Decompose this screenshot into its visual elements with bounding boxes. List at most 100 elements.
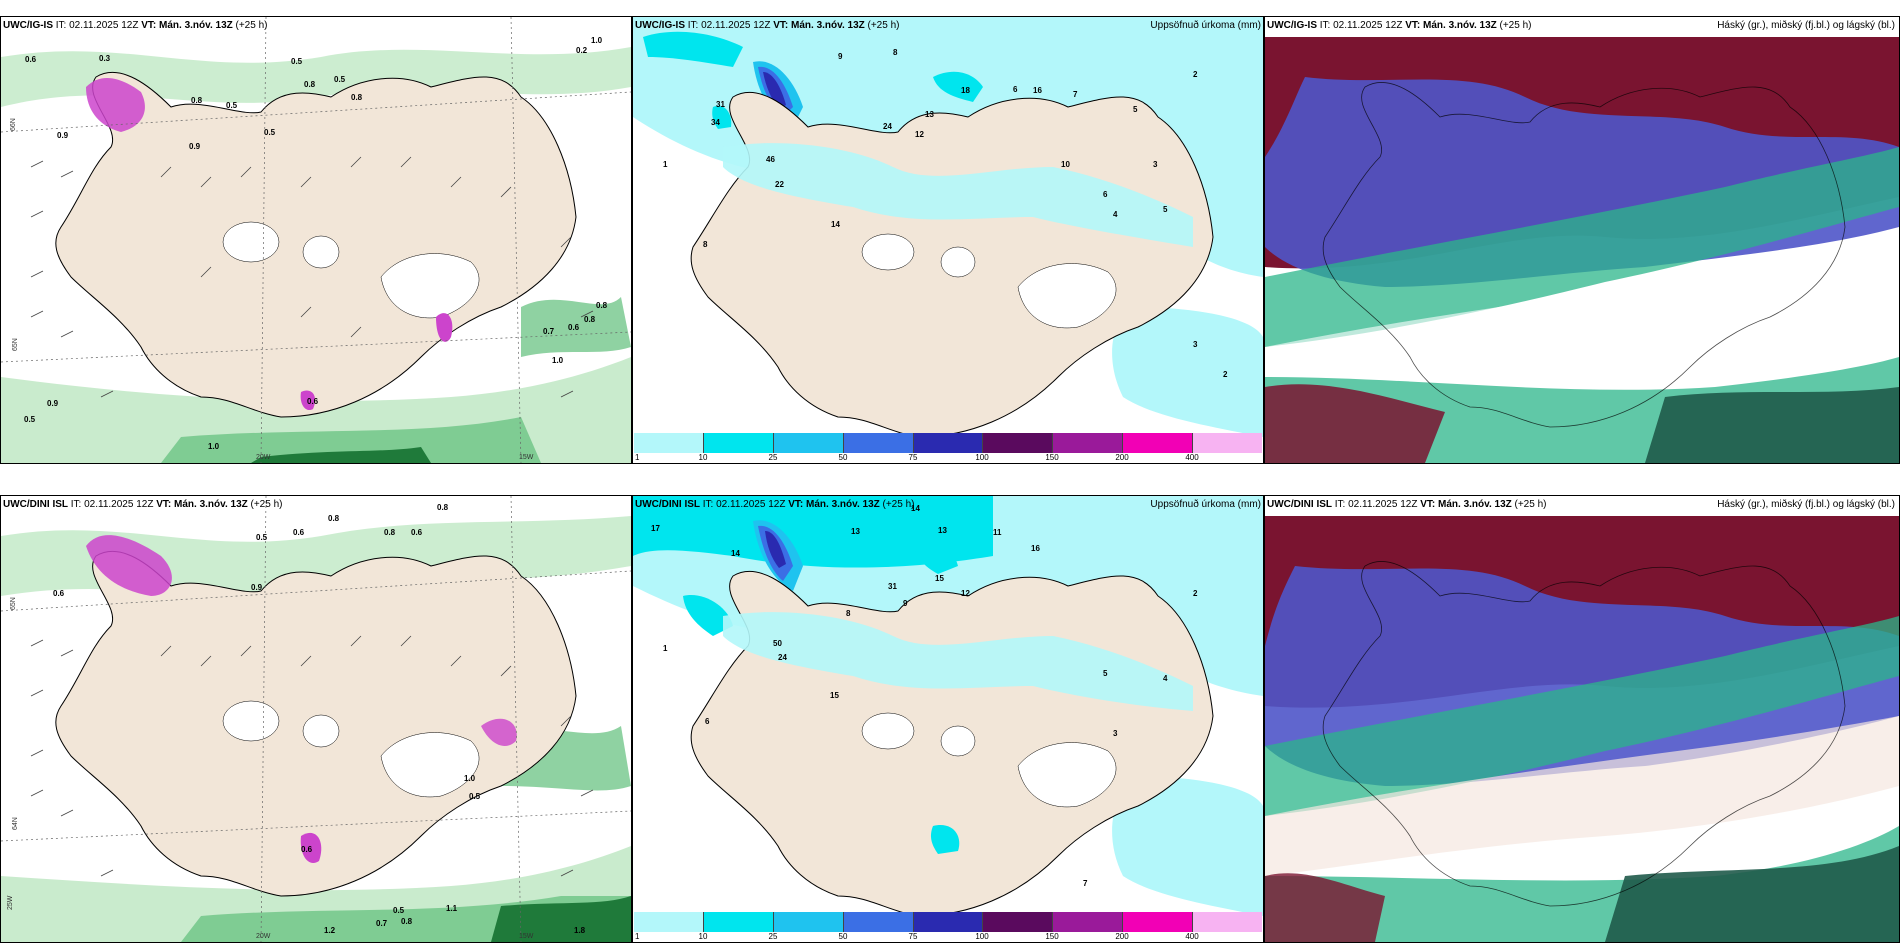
colorbar-tick: 25 [768,453,778,462]
value-label: 31 [888,582,897,591]
value-label: 0.9 [57,131,69,140]
lead-time: (+25 h) [1499,20,1532,31]
panel-title: UWC/DINI ISL IT: 02.11.2025 12Z VT: Mán.… [635,499,914,510]
it-value: 02.11.2025 12Z [1348,499,1418,510]
value-label: 14 [911,504,920,513]
colorbar-tick: 1 [635,453,640,462]
colorbar-segment [1123,912,1194,932]
colorbar-tick: 200 [1115,453,1129,462]
colorbar-tick: 75 [908,932,918,941]
panel-title: UWC/DINI ISL IT: 02.11.2025 12Z VT: Mán.… [3,499,282,510]
value-label: 18 [961,86,970,95]
value-label: 0.8 [437,503,449,512]
value-label: 17 [651,524,660,533]
lead-time: (+25 h) [867,20,900,31]
value-label: 11 [993,528,1002,537]
colorbar-segment [1193,912,1263,932]
value-label: 0.5 [24,415,36,424]
colorbar-segment [843,912,914,932]
cloud-map-panel-bottom: UWC/DINI ISL IT: 02.11.2025 12Z VT: Mán.… [1264,495,1900,943]
it-label: IT: [55,20,67,31]
it-label: IT: [687,20,699,31]
value-label: 15 [830,691,839,700]
value-label: 3 [1153,160,1158,169]
lead-time: (+25 h) [882,499,915,510]
value-label: 4 [1113,210,1118,219]
vt-label: VT: Mán. 3.nóv. 13Z [1420,499,1512,510]
colorbar-segment [1123,433,1194,453]
value-label: 0.8 [384,528,396,537]
value-label: 7 [1083,879,1088,888]
value-label: 1 [663,160,668,169]
value-label: 50 [773,639,782,648]
value-label: 22 [775,180,784,189]
colorbar-tick: 10 [698,932,708,941]
value-label: 1 [663,644,668,653]
wind-barbs-top [30,156,594,398]
value-label: 31 [716,100,725,109]
value-label: 0.6 [568,323,580,332]
lon-label: 25W [7,895,14,910]
colorbar-segment [773,433,844,453]
colorbar-segment [983,433,1054,453]
cloud-map-top [1265,17,1899,463]
wind-barbs-bottom [30,635,594,877]
value-label: 0.9 [251,583,263,592]
panel-title: UWC/DINI ISL IT: 02.11.2025 12Z VT: Mán.… [1267,499,1546,510]
it-value: 02.11.2025 12Z [84,499,154,510]
value-label: 5 [1163,205,1168,214]
model-name: UWC/DINI ISL [3,499,68,510]
value-label: 5 [1133,105,1138,114]
value-label: 9 [838,52,843,61]
cloud-title: Háský (gr.), miðský (fj.bl.) og lágský (… [1717,499,1895,510]
vt-label: VT: Mán. 3.nóv. 13Z [141,20,233,31]
value-label: 0.2 [576,46,588,55]
value-label: 0.8 [191,96,203,105]
colorbar-segment [634,912,704,932]
value-label: 2 [1193,70,1198,79]
colorbar-segment [703,433,774,453]
wind-map-top: 66N 65N 20W 15W 0.6 0.3 0.5 0.8 0.9 0.5 … [1,17,631,463]
colorbar-segment [703,912,774,932]
it-value: 02.11.2025 12Z [69,20,139,31]
lat-label: 65N [12,338,19,351]
panel-title: UWC/IG-IS IT: 02.11.2025 12Z VT: Mán. 3.… [3,20,267,31]
value-label: 3 [1113,729,1118,738]
value-label: 15 [935,574,944,583]
colorbar-segment [1193,433,1263,453]
lead-time: (+25 h) [250,499,283,510]
value-label: 2 [1223,370,1228,379]
value-label: 8 [893,48,898,57]
value-label: 0.6 [301,845,313,854]
value-label: 4 [1163,674,1168,683]
colorbar-tick: 400 [1185,453,1199,462]
value-label: 8 [703,240,708,249]
value-label: 0.8 [304,80,316,89]
value-label: 0.7 [376,919,388,928]
value-label: 0.7 [543,327,555,336]
colorbar-tick: 400 [1185,932,1199,941]
value-label: 8 [846,609,851,618]
value-label: 0.8 [351,93,363,102]
value-label: 0.9 [189,142,201,151]
model-name: UWC/IG-IS [635,20,685,31]
colorbar-segment [773,912,844,932]
model-name: UWC/IG-IS [3,20,53,31]
value-label: 0.6 [53,589,65,598]
precip-map-top: 9 8 6 7 5 2 3 13 12 18 24 16 31 34 46 22… [633,17,1263,463]
it-value: 02.11.2025 12Z [716,499,786,510]
value-label: 0.6 [307,397,319,406]
value-label: 13 [938,526,947,535]
value-label: 1.0 [208,442,220,451]
lon-label: 15W [519,933,534,940]
it-value: 02.11.2025 12Z [1333,20,1403,31]
value-label: 0.9 [47,399,59,408]
value-label: 14 [731,549,740,558]
value-label: 13 [851,527,860,536]
value-label: 1.8 [574,926,586,935]
lat-label: 65N [10,597,17,610]
value-label: 2 [1193,589,1198,598]
value-label: 13 [925,110,934,119]
value-label: 10 [1061,160,1070,169]
value-label: 14 [831,220,840,229]
